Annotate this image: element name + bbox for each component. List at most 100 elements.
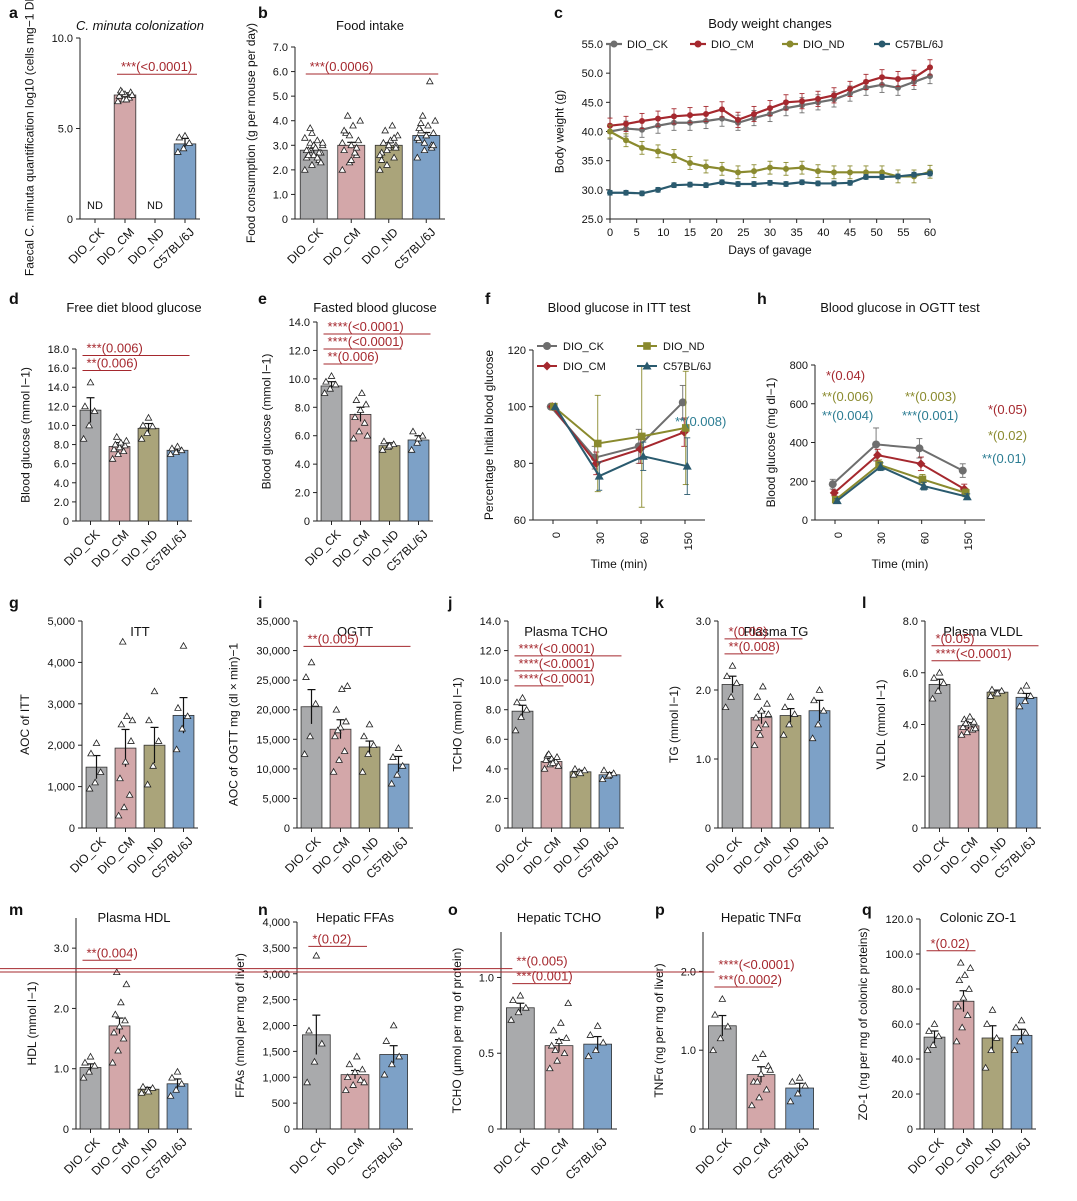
data-point [118, 637, 127, 645]
data-point [1021, 1028, 1030, 1036]
bar [173, 143, 197, 220]
legend-item: DIO_ND [637, 341, 705, 353]
data-point [173, 148, 182, 155]
data-point [338, 165, 347, 173]
bar [506, 1007, 535, 1130]
data-point [154, 737, 163, 744]
legend-item: DIO_CM [537, 361, 606, 373]
legend-label: DIO_CM [711, 39, 754, 51]
significance-label: ****(<0.0001) [936, 646, 1012, 661]
data-point [380, 437, 388, 445]
data-point [306, 138, 315, 146]
data-point [144, 413, 153, 421]
data-point [1016, 1037, 1025, 1045]
data-point [927, 64, 933, 71]
data-point [955, 976, 964, 984]
data-point [598, 775, 607, 783]
data-point [732, 679, 741, 686]
y-axis-label: Blood glucose (mg dl−1) [764, 378, 778, 508]
bar [329, 728, 352, 829]
y-tick-label: 6.0 [295, 431, 310, 443]
data-point [793, 1089, 802, 1097]
data-point [939, 679, 948, 686]
significance: **(0.005) [303, 631, 411, 647]
significance-label: ***(0.0002) [718, 972, 782, 987]
data-point [125, 790, 134, 798]
y-tick-label: 120.0 [885, 914, 913, 926]
panel-letter-n: n [258, 902, 268, 919]
data-point [801, 1081, 810, 1089]
data-point [781, 703, 789, 711]
x-tick-label: 30 [876, 532, 888, 544]
data-point [786, 692, 795, 700]
panel-letter-i: i [258, 595, 262, 612]
data-point [360, 1078, 369, 1086]
data-point [723, 672, 731, 679]
data-point [306, 732, 315, 740]
data-point [961, 489, 970, 497]
data-point [761, 720, 770, 728]
data-point [919, 481, 929, 490]
data-point [108, 454, 117, 462]
data-point [356, 406, 365, 413]
data-point [347, 141, 356, 149]
data-point [828, 480, 837, 489]
data-point [963, 1011, 972, 1019]
data-point [422, 131, 431, 139]
data-point [829, 488, 839, 498]
data-point [728, 661, 737, 669]
y-tick-label: 12.0 [48, 401, 69, 413]
data-point [114, 1046, 123, 1054]
data-point [309, 151, 318, 158]
data-point [356, 1075, 365, 1083]
data-point [119, 447, 128, 455]
data-point [316, 158, 325, 166]
panel-letter-c: c [554, 5, 563, 22]
data-point [795, 1073, 804, 1081]
significance: ****(<0.0001) [323, 319, 431, 335]
data-point [1015, 702, 1024, 710]
data-point [347, 156, 356, 163]
data-point [185, 138, 194, 146]
data-point [623, 137, 629, 144]
x-tick-label: 30 [764, 227, 776, 239]
data-point [518, 693, 527, 701]
data-point [928, 694, 937, 702]
bar-group-dio-nd: DIO_ND [359, 121, 403, 267]
data-point [716, 1034, 725, 1042]
data-point [394, 744, 403, 751]
data-point [413, 133, 422, 141]
x-tick-label: 40 [817, 227, 829, 239]
data-point [357, 389, 366, 396]
y-tick-label: 4.0 [54, 478, 69, 490]
series-c57bl-6j [832, 462, 972, 505]
y-tick-label: 100 [508, 402, 526, 414]
series-dio-cm [547, 402, 689, 476]
data-point [139, 1082, 147, 1090]
data-point [607, 128, 613, 135]
data-point [389, 440, 398, 448]
data-point [779, 730, 788, 738]
y-tick-label: 0 [67, 214, 73, 226]
y-axis-label: TNFα (ng per mg of liver) [652, 963, 666, 1097]
data-point [166, 450, 175, 457]
significance: ***(0.0002) [714, 972, 782, 988]
legend-swatch-marker [542, 361, 552, 371]
significance-label: **(0.005) [516, 954, 567, 969]
x-tick-label: 30 [595, 532, 607, 544]
y-tick-label: 14.0 [48, 382, 69, 394]
data-point [114, 811, 123, 819]
data-point [1010, 1046, 1019, 1054]
data-point [128, 91, 137, 98]
panel-letter-a: a [9, 5, 18, 22]
data-point [687, 181, 693, 188]
data-point [332, 705, 341, 713]
data-point [116, 438, 125, 446]
data-point [121, 757, 130, 765]
data-point [918, 475, 927, 484]
data-point [122, 436, 131, 444]
significance: ****(<0.0001) [0, 957, 795, 973]
y-tick-label: 0 [802, 515, 808, 527]
y-tick-label: 2,000 [47, 740, 75, 752]
y-tick-label: 35.0 [582, 156, 603, 168]
